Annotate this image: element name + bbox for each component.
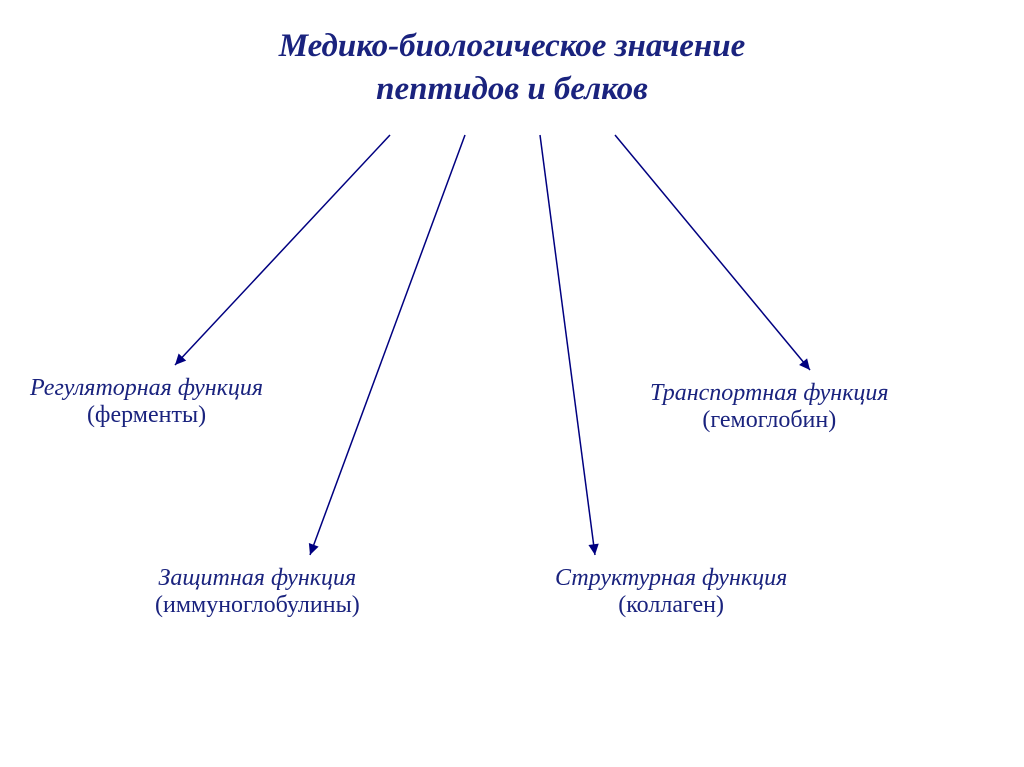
node-transport: Транспортная функция (гемоглобин) [650,380,889,434]
node-transport-sub: (гемоглобин) [650,407,889,434]
node-protective-title: Защитная функция [159,565,357,591]
node-protective: Защитная функция (иммуноглобулины) [155,565,360,619]
node-structural-title: Структурная функция [555,565,787,591]
node-regulatory-title: Регуляторная функция [30,375,263,401]
node-transport-title: Транспортная функция [650,380,889,406]
diagram-title: Медико-биологическое значение пептидов и… [0,25,1024,111]
node-protective-sub: (иммуноглобулины) [155,592,360,619]
node-regulatory: Регуляторная функция (ферменты) [30,375,263,429]
title-line1: Медико-биологическое значение [279,28,745,64]
node-regulatory-sub: (ферменты) [30,402,263,429]
node-structural-sub: (коллаген) [555,592,787,619]
title-line2: пептидов и белков [376,71,648,107]
node-structural: Структурная функция (коллаген) [555,565,787,619]
